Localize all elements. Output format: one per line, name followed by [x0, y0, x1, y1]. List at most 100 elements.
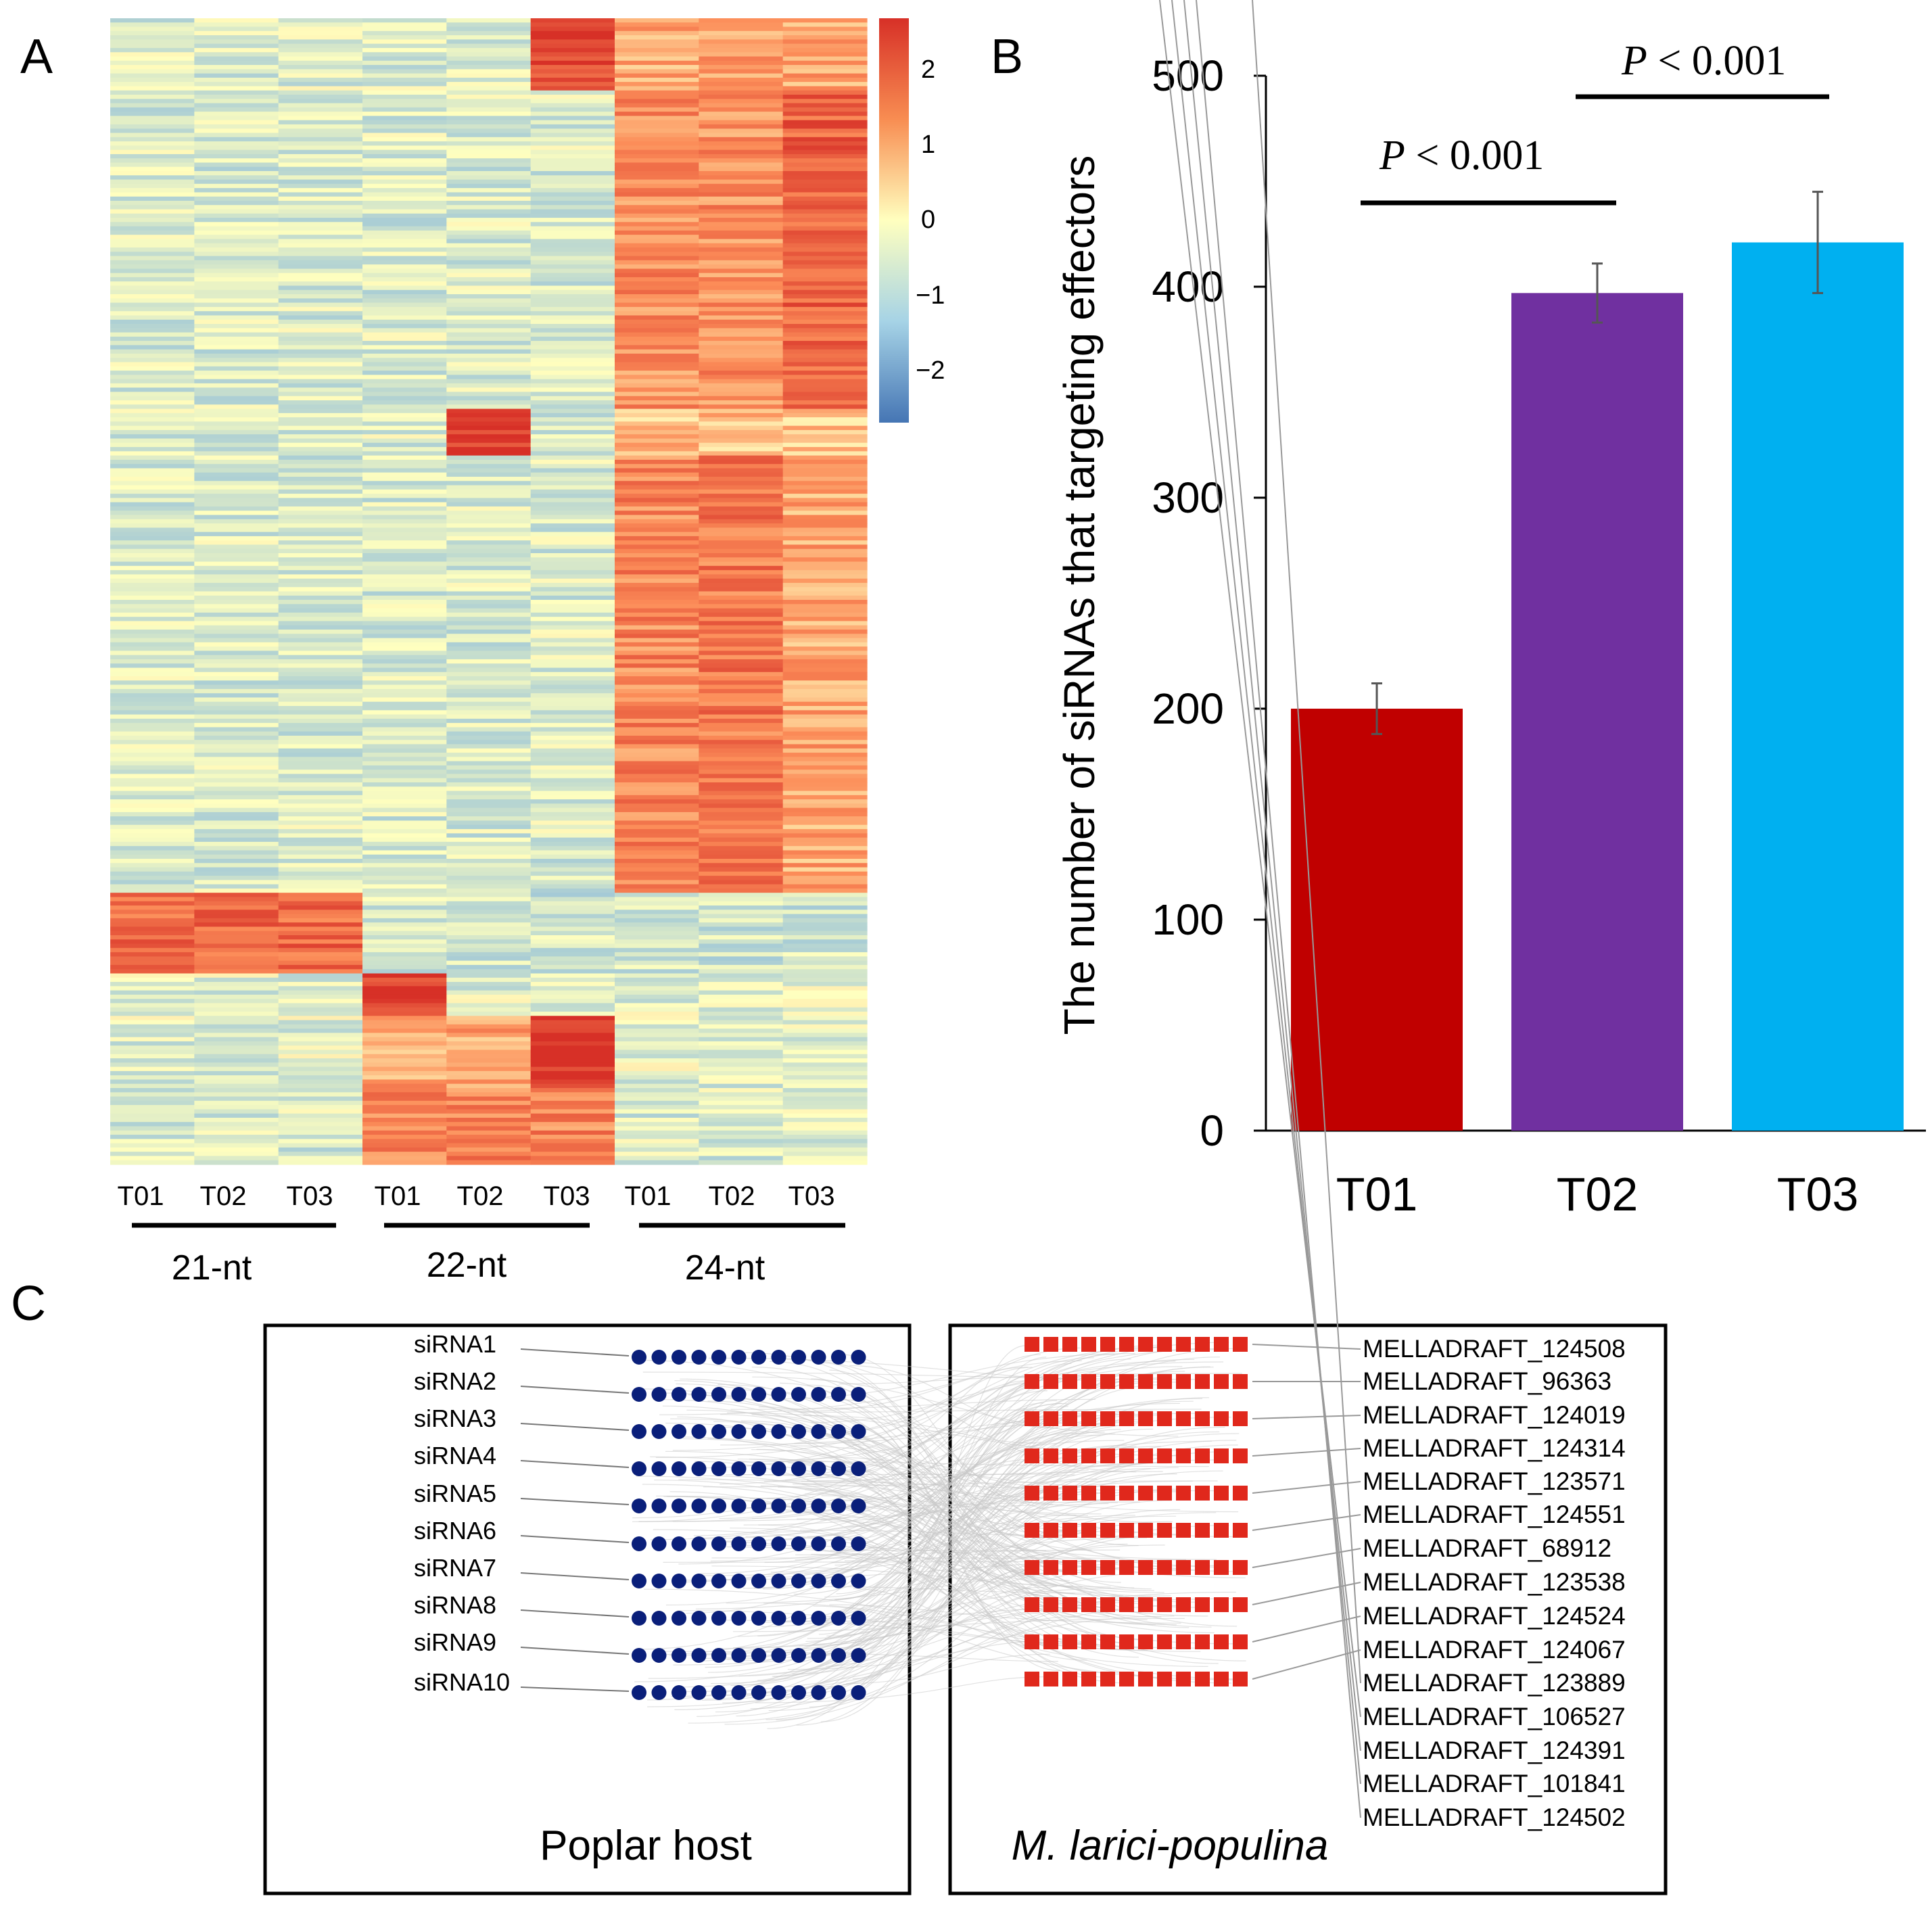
- heatmap-cell: [446, 319, 532, 325]
- heatmap-cell: [110, 859, 195, 864]
- heatmap-cell: [699, 977, 784, 983]
- sirna-label: siRNA4: [414, 1442, 496, 1469]
- network-link: [792, 1440, 1125, 1485]
- heatmap-cell: [278, 86, 363, 91]
- heatmap-cell: [699, 999, 784, 1004]
- heatmap-cell: [699, 86, 784, 91]
- heatmap-cell: [194, 727, 279, 732]
- heatmap-cell: [278, 612, 363, 617]
- heatmap-cell: [194, 688, 279, 694]
- heatmap-cell: [446, 1079, 532, 1085]
- heatmap-cell: [446, 727, 532, 732]
- heatmap-cell: [446, 532, 532, 537]
- heatmap-cell: [699, 371, 784, 375]
- sirna-node: [811, 1685, 826, 1700]
- heatmap-cell: [615, 149, 699, 155]
- heatmap-cell: [782, 383, 868, 388]
- sirna-node: [811, 1350, 826, 1365]
- network-link: [672, 1367, 1033, 1451]
- heatmap-cell: [699, 523, 784, 528]
- heatmap-cell: [446, 807, 532, 813]
- heatmap-cell: [110, 578, 195, 584]
- heatmap-cell: [110, 336, 195, 341]
- heatmap-cell: [110, 748, 195, 753]
- heatmap-cell: [446, 175, 532, 181]
- heatmap-cell: [446, 770, 532, 775]
- heatmap-cell: [782, 239, 868, 244]
- heatmap-cell: [782, 854, 868, 859]
- heatmap-cell: [194, 999, 279, 1004]
- heatmap-cell: [194, 1037, 279, 1042]
- heatmap-cell: [194, 341, 279, 346]
- heatmap-cell: [194, 922, 279, 928]
- significance-brackets: P < 0.001 P < 0.001: [1361, 38, 1829, 206]
- heatmap-cell: [194, 718, 279, 724]
- heatmap-cell: [194, 43, 279, 49]
- heatmap-cell: [110, 30, 195, 36]
- heatmap-cell: [530, 22, 615, 28]
- heatmap-cell: [362, 1147, 447, 1152]
- heatmap-cell: [782, 65, 868, 70]
- heatmap-cell: [110, 247, 195, 252]
- heatmap-cell: [530, 472, 615, 477]
- heatmap-cell: [446, 400, 532, 405]
- heatmap-cell: [530, 243, 615, 248]
- heatmap-cell: [278, 502, 363, 507]
- heatmap-cell: [362, 120, 447, 125]
- heatmap-cell: [194, 243, 279, 248]
- heatmap-cell: [362, 128, 447, 134]
- heatmap-cell: [699, 438, 784, 444]
- heatmap-cell: [194, 56, 279, 62]
- heatmap-cell: [194, 222, 279, 227]
- heatmap-cell: [446, 1070, 532, 1076]
- heatmap-cell: [530, 345, 615, 350]
- heatmap-cell: [110, 302, 195, 308]
- heatmap-cell: [194, 69, 279, 74]
- heatmap-cell: [446, 294, 532, 299]
- heatmap-cell: [278, 175, 363, 181]
- heatmap-cell: [530, 116, 615, 121]
- heatmap-cell: [782, 387, 868, 393]
- heatmap-cell: [615, 748, 699, 753]
- heatmap-cell: [278, 973, 363, 978]
- heatmap-cell: [446, 404, 532, 410]
- heatmap-cell: [278, 1012, 363, 1016]
- heatmap-cell: [446, 548, 532, 554]
- heatmap-cell: [446, 183, 532, 189]
- heatmap-cell: [699, 319, 784, 325]
- heatmap-cell: [362, 735, 447, 740]
- heatmap-cell: [362, 727, 447, 732]
- group-label-22nt: 22-nt: [427, 1246, 507, 1285]
- heatmap-cell: [110, 914, 195, 919]
- heatmap-cell: [782, 328, 868, 333]
- sirna-node: [711, 1685, 726, 1700]
- heatmap-cell: [782, 396, 868, 401]
- heatmap-cell: [110, 256, 195, 261]
- sirna-node: [831, 1685, 846, 1700]
- heatmap-cell: [278, 82, 363, 87]
- heatmap-cell: [699, 1012, 784, 1016]
- effector-node: [1081, 1597, 1096, 1612]
- heatmap-cell: [194, 1113, 279, 1118]
- heatmap-cell: [362, 578, 447, 584]
- heatmap-cell: [194, 1126, 279, 1131]
- heatmap-cell: [446, 663, 532, 669]
- effector-node: [1157, 1597, 1172, 1612]
- heatmap-cell: [615, 617, 699, 622]
- heatmap-cell: [110, 761, 195, 766]
- heatmap-cell: [194, 1152, 279, 1157]
- heatmap-cell: [782, 247, 868, 252]
- effector-node: [1043, 1560, 1058, 1575]
- heatmap-cell: [278, 196, 363, 202]
- network-link: [803, 1415, 1037, 1444]
- sirna-node: [672, 1387, 686, 1402]
- heatmap-cell: [278, 1054, 363, 1059]
- heatmap-cell: [530, 218, 615, 222]
- heatmap-cell: [530, 714, 615, 719]
- heatmap-cell: [615, 1105, 699, 1110]
- heatmap-cell: [194, 893, 279, 898]
- heatmap-cell: [782, 175, 868, 181]
- heatmap-cell: [615, 294, 699, 299]
- heatmap-cell: [362, 757, 447, 762]
- heatmap-cell: [530, 1079, 615, 1085]
